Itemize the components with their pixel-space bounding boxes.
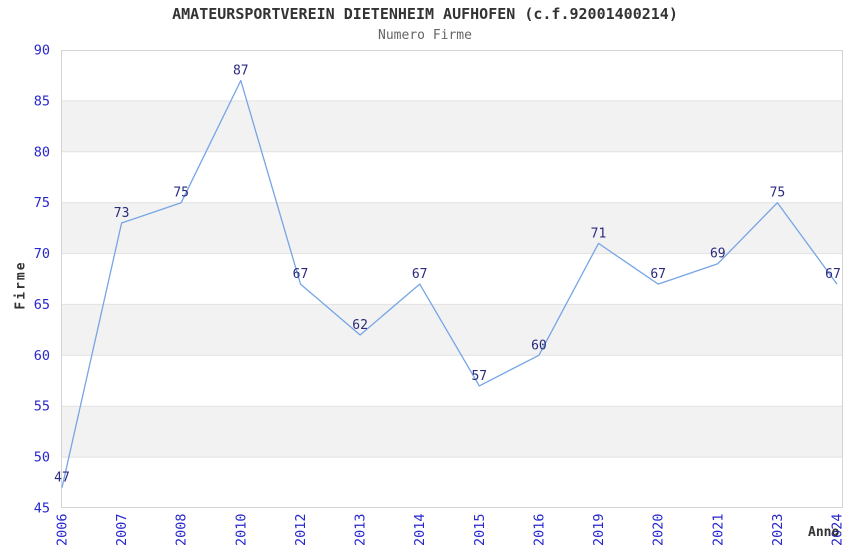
x-tick-label: 2007 [114, 513, 130, 546]
point-label: 67 [293, 267, 309, 282]
point-label: 69 [710, 247, 726, 262]
point-label: 75 [770, 186, 786, 201]
chart-title: AMATEURSPORTVEREIN DIETENHEIM AUFHOFEN (… [172, 5, 678, 23]
plot-band [61, 202, 843, 254]
plot-band [61, 406, 843, 458]
y-tick-label: 70 [34, 246, 50, 262]
x-tick-label: 2012 [293, 513, 309, 546]
x-tick-label: 2010 [233, 513, 249, 546]
y-axis-title: Firme [13, 260, 29, 310]
point-label: 67 [412, 267, 428, 282]
series-line [61, 79, 838, 488]
y-tick-label: 50 [34, 450, 50, 466]
x-tick-label: 2023 [770, 513, 786, 546]
y-tick-label: 85 [34, 93, 50, 109]
point-label: 71 [591, 226, 607, 241]
x-tick-label: 2019 [591, 513, 607, 546]
point-label: 67 [825, 267, 841, 282]
plot-band [61, 100, 843, 152]
point-label: 60 [531, 338, 547, 353]
y-tick-label: 45 [34, 501, 50, 517]
point-label: 87 [233, 64, 249, 79]
x-tick-label: 2014 [412, 513, 428, 546]
plot-band [61, 304, 843, 356]
point-label: 57 [471, 369, 487, 384]
y-tick-label: 55 [34, 399, 50, 415]
chart-subtitle: Numero Firme [378, 28, 472, 43]
y-tick-label: 65 [34, 297, 50, 313]
point-label: 75 [173, 186, 189, 201]
x-tick-label: 2013 [353, 513, 369, 546]
x-tick-label: 2016 [531, 513, 547, 546]
point-label: 67 [650, 267, 666, 282]
plot-border [61, 50, 843, 508]
y-tick-label: 75 [34, 195, 50, 211]
x-tick-label: 2020 [651, 513, 667, 546]
y-tick-label: 90 [34, 43, 50, 59]
x-tick-label: 2015 [472, 513, 488, 546]
x-tick-label: 2008 [174, 513, 190, 546]
x-tick-label: 2024 [830, 513, 846, 546]
point-label: 73 [114, 206, 130, 221]
point-label: 62 [352, 318, 368, 333]
x-tick-label: 2021 [710, 513, 726, 546]
y-tick-label: 80 [34, 144, 50, 160]
y-tick-label: 60 [34, 348, 50, 364]
x-axis-title: Anno [808, 525, 840, 540]
x-tick-label: 2006 [55, 513, 71, 546]
point-label: 47 [54, 471, 70, 486]
